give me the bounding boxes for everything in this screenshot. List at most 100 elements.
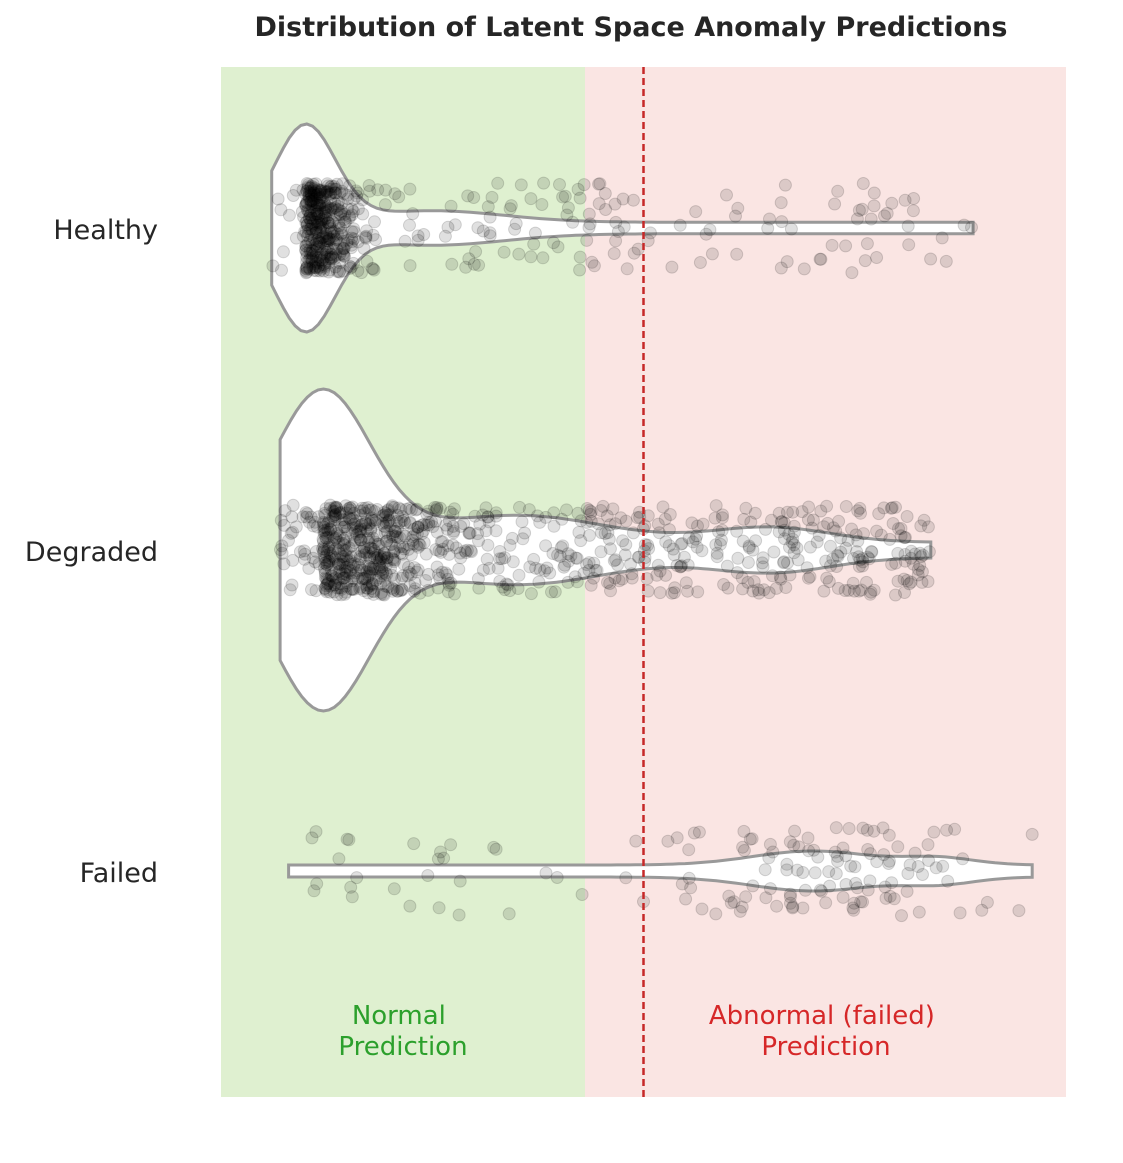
data-point-degraded [695, 544, 709, 558]
data-point-degraded [691, 585, 705, 599]
data-point-degraded [736, 582, 750, 596]
data-point-degraded [584, 505, 598, 519]
data-point-degraded [564, 549, 578, 563]
data-point-degraded [342, 511, 356, 525]
data-point-degraded [498, 583, 512, 597]
data-point-healthy [324, 248, 338, 261]
data-point-degraded [493, 574, 507, 588]
data-point-degraded [824, 559, 837, 573]
data-point-degraded [741, 575, 755, 589]
data-point-healthy [553, 178, 566, 191]
data-point-degraded [394, 514, 408, 528]
data-point-degraded [318, 564, 332, 578]
data-point-degraded [394, 584, 407, 598]
data-point-degraded [395, 527, 409, 541]
data-point-healthy [797, 262, 811, 276]
data-point-degraded [852, 584, 866, 598]
data-point-degraded [342, 541, 356, 555]
data-point-degraded [884, 501, 898, 515]
data-point-healthy [472, 258, 486, 272]
data-point-healthy [312, 237, 326, 250]
data-point-degraded [380, 551, 394, 565]
data-point-degraded [476, 508, 490, 522]
data-point-healthy [317, 206, 331, 219]
data-point-degraded [333, 506, 347, 520]
data-point-degraded [361, 569, 375, 583]
data-point-healthy [324, 232, 338, 246]
data-point-healthy [582, 207, 596, 221]
data-point-degraded [539, 510, 553, 524]
data-point-degraded [516, 532, 530, 546]
data-point-degraded [560, 503, 573, 517]
data-point-failed [452, 908, 466, 922]
data-point-healthy [343, 261, 357, 275]
data-point-failed [850, 881, 864, 895]
data-point-healthy [535, 198, 549, 211]
data-point-healthy [598, 187, 612, 200]
data-point-healthy [560, 208, 574, 222]
data-point-healthy [761, 221, 775, 235]
data-point-degraded [408, 576, 422, 590]
data-point-degraded [278, 504, 292, 518]
data-point-degraded [352, 530, 366, 544]
data-point-healthy [573, 263, 587, 277]
data-point-failed [891, 840, 905, 854]
data-point-failed [863, 874, 877, 888]
data-point-degraded [327, 585, 341, 599]
data-point-failed [813, 883, 827, 897]
data-point-healthy [617, 220, 631, 234]
data-point-degraded [392, 516, 406, 529]
data-point-degraded [410, 539, 424, 552]
data-point-healthy [763, 212, 776, 226]
data-point-degraded [354, 518, 368, 532]
data-point-degraded [376, 587, 390, 601]
data-point-healthy [703, 223, 717, 237]
data-point-degraded [410, 502, 424, 516]
data-point-degraded [358, 548, 372, 562]
data-point-healthy [309, 261, 323, 274]
data-point-healthy [332, 203, 346, 217]
data-point-failed [743, 832, 757, 846]
data-point-degraded [913, 546, 927, 560]
data-point-degraded [580, 558, 594, 571]
data-point-degraded [481, 510, 495, 524]
data-point-degraded [374, 550, 388, 563]
data-point-degraded [343, 501, 357, 515]
data-point-failed [682, 843, 696, 857]
data-point-degraded [368, 516, 382, 529]
data-point-healthy [308, 188, 322, 202]
data-point-degraded [380, 525, 394, 538]
data-point-healthy [301, 181, 315, 195]
data-point-healthy [411, 229, 425, 243]
data-point-degraded [362, 535, 376, 549]
data-point-degraded [318, 550, 332, 564]
data-point-degraded [855, 552, 869, 566]
data-point-healthy [299, 187, 313, 201]
data-point-degraded [842, 583, 856, 597]
data-point-healthy [347, 225, 361, 239]
data-point-degraded [339, 549, 353, 562]
data-point-healthy [338, 207, 352, 221]
data-point-degraded [343, 511, 357, 525]
data-point-failed [763, 882, 777, 896]
data-point-degraded [329, 500, 343, 514]
data-point-degraded [358, 571, 372, 585]
data-point-healthy [307, 232, 321, 246]
data-point-degraded [839, 541, 853, 555]
data-point-degraded [389, 541, 403, 555]
data-point-failed [783, 835, 797, 849]
data-point-healthy [311, 183, 325, 197]
data-point-healthy [302, 189, 316, 203]
data-point-failed [539, 866, 553, 880]
data-point-failed [763, 837, 777, 851]
data-point-degraded [413, 586, 427, 600]
data-point-healthy [310, 204, 324, 218]
data-point-degraded [800, 561, 814, 575]
data-point-degraded [741, 556, 755, 569]
data-point-healthy [729, 209, 742, 223]
data-point-failed [502, 907, 516, 921]
data-point-degraded [357, 584, 371, 598]
data-point-healthy [313, 253, 327, 267]
data-point-degraded [898, 531, 911, 545]
data-point-healthy [828, 197, 842, 211]
